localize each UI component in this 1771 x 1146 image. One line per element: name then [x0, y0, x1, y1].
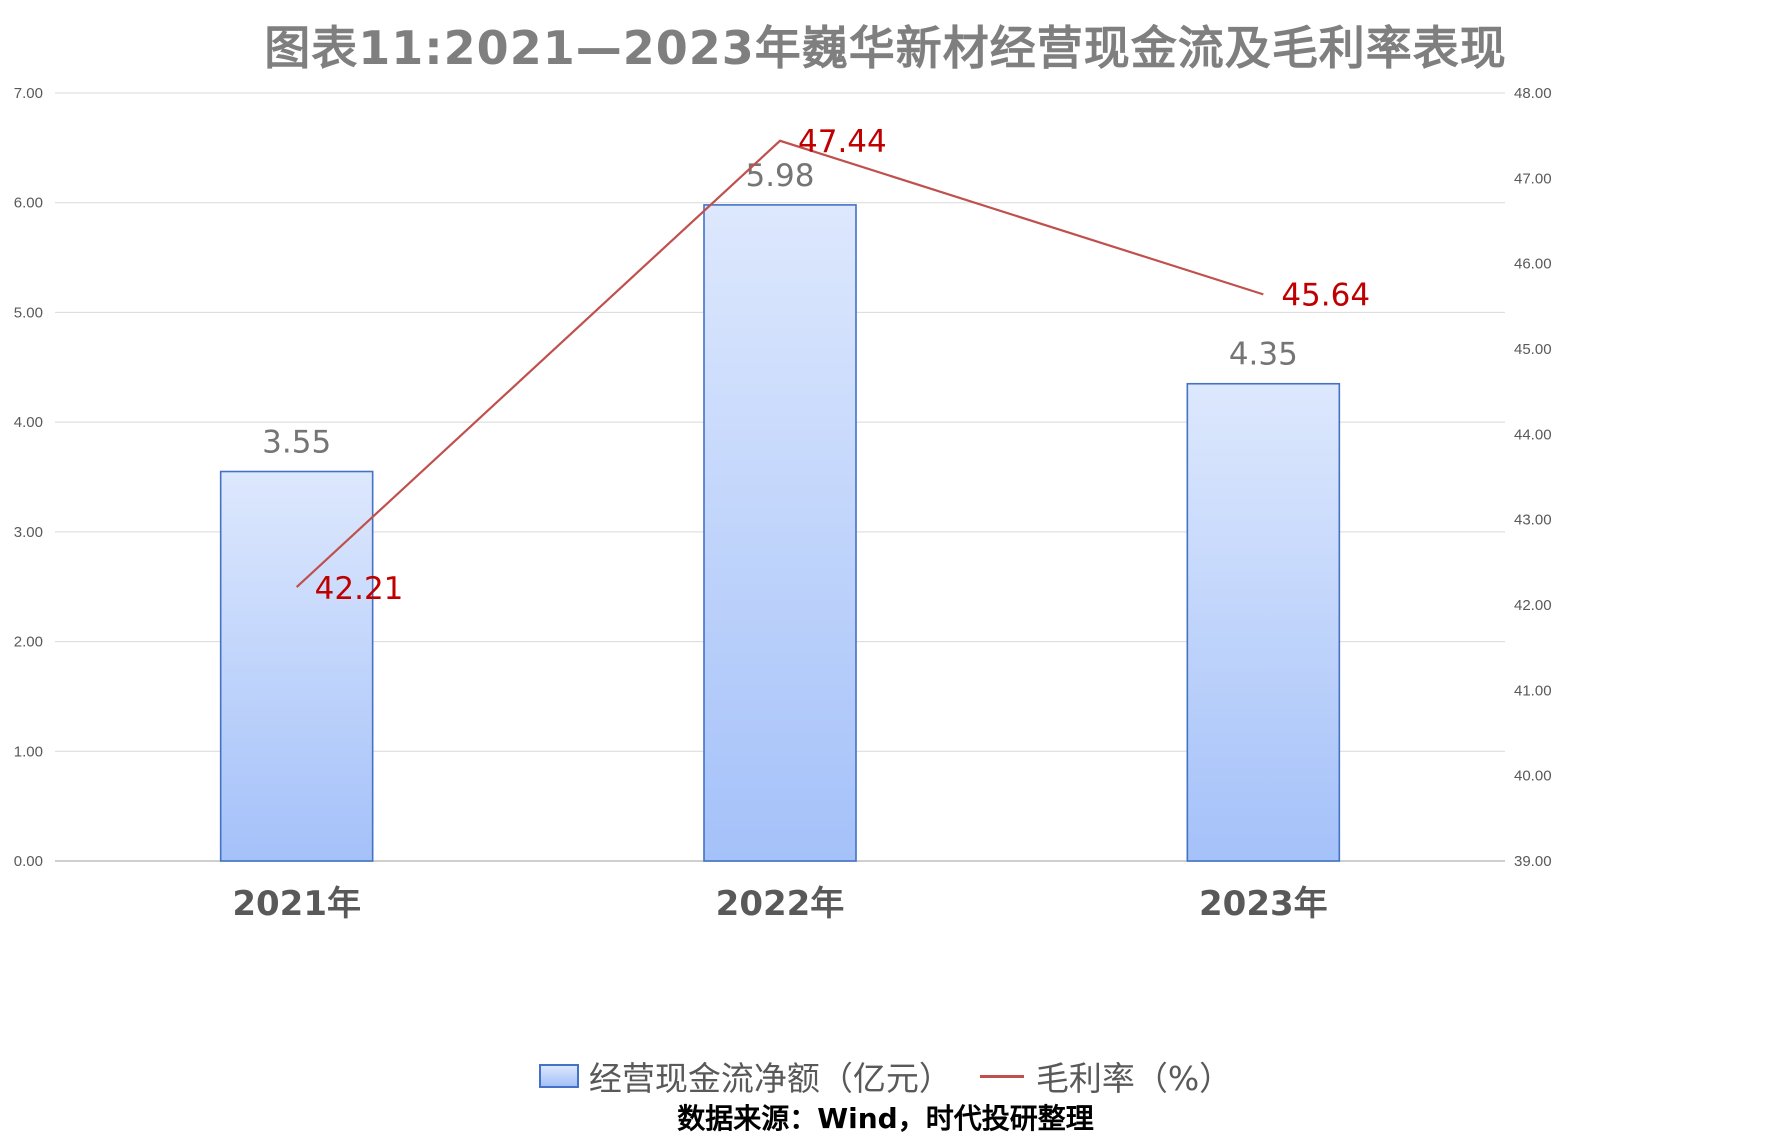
line-data-label: 45.64 [1281, 277, 1370, 313]
legend-item-line[interactable]: 毛利率（%） [979, 1052, 1233, 1100]
legend-bar-swatch [538, 1064, 579, 1088]
source-note: 数据来源：Wind，时代投研整理 [677, 1102, 1094, 1135]
bar-series: 3.55 5.98 4.35 [219, 158, 1341, 862]
left-tick-label: 3.00 [14, 524, 43, 541]
right-tick-label: 39.00 [1514, 853, 1552, 870]
line-data-label: 42.21 [315, 571, 404, 607]
bar[interactable] [703, 204, 857, 862]
right-axis: 39.00 40.00 41.00 42.00 43.00 44.00 45.00 46.00… [1514, 85, 1552, 870]
category-axis: 2021年 2022年 2023年 [232, 884, 1327, 924]
category-label: 2022年 [716, 884, 845, 924]
left-tick-label: 6.00 [14, 195, 43, 212]
line-data-label: 47.44 [798, 124, 887, 160]
bar-data-label: 3.55 [262, 425, 331, 461]
right-tick-label: 42.00 [1514, 597, 1552, 614]
legend: 经营现金流净额（亿元） 毛利率（%） [0, 1052, 1771, 1100]
right-tick-label: 44.00 [1514, 426, 1552, 443]
left-tick-label: 0.00 [14, 853, 43, 870]
chart-title: 图表11:2021—2023年巍华新材经营现金流及毛利率表现 [264, 21, 1507, 75]
left-tick-label: 4.00 [14, 414, 43, 431]
bar[interactable] [219, 470, 374, 862]
right-tick-label: 48.00 [1514, 85, 1552, 102]
legend-bar-label: 经营现金流净额（亿元） [588, 1059, 952, 1098]
bar-data-label: 4.35 [1229, 337, 1298, 373]
legend-item-bar[interactable]: 经营现金流净额（亿元） [538, 1052, 952, 1100]
left-tick-label: 2.00 [14, 634, 43, 651]
legend-line-swatch [979, 1074, 1024, 1078]
right-tick-label: 47.00 [1514, 170, 1552, 187]
category-label: 2023年 [1199, 884, 1328, 924]
left-tick-label: 7.00 [14, 85, 43, 102]
line-series: 42.21 47.44 45.64 [295, 124, 1370, 607]
right-tick-label: 40.00 [1514, 768, 1552, 785]
line-path[interactable] [295, 139, 1264, 588]
bar-data-label: 5.98 [745, 158, 814, 194]
left-tick-label: 5.00 [14, 304, 43, 321]
bar[interactable] [1186, 382, 1341, 862]
right-tick-label: 41.00 [1514, 682, 1552, 699]
right-tick-label: 43.00 [1514, 512, 1552, 529]
legend-line-label: 毛利率（%） [1035, 1059, 1233, 1098]
right-tick-label: 45.00 [1514, 341, 1552, 358]
category-label: 2021年 [232, 884, 361, 924]
left-axis: 0.00 1.00 2.00 3.00 4.00 5.00 6.00 7.00 [14, 85, 43, 870]
left-tick-label: 1.00 [14, 743, 43, 760]
right-tick-label: 46.00 [1514, 256, 1552, 273]
